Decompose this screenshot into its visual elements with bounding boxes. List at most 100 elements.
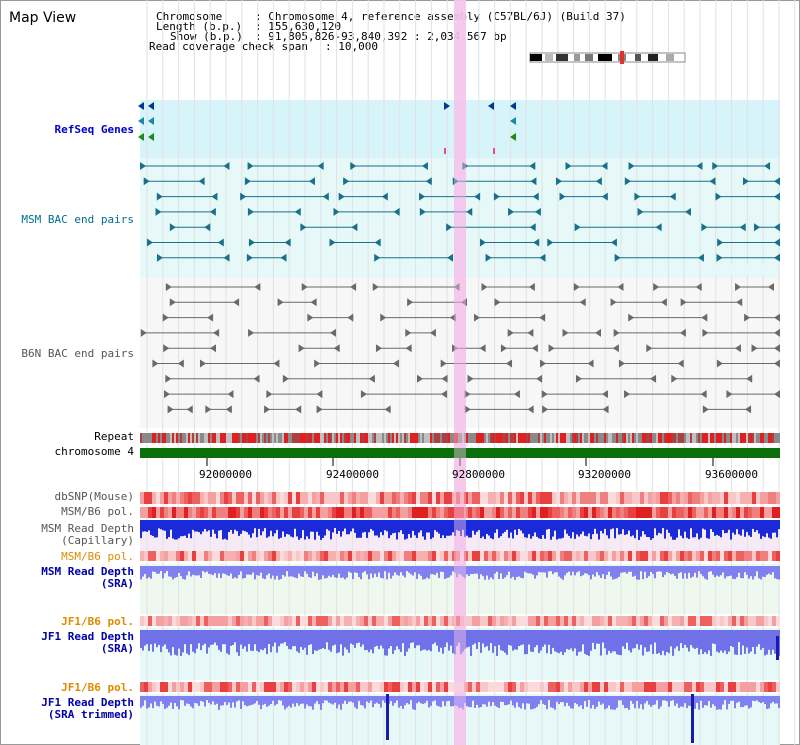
b6n-bac-label[interactable]: B6N BAC end pairs: [21, 347, 134, 360]
msm-sra-depth-bar: [532, 566, 534, 575]
msm-bac-pair-end: [223, 162, 230, 170]
jf1-read-depth-sra-label[interactable]: JF1 Read Depth: [41, 630, 134, 643]
repeat-segment: [604, 433, 606, 443]
b6n-bac-pair-end: [254, 283, 261, 291]
msm-sra-depth-bar: [626, 566, 628, 574]
msm-bac-pair-end: [754, 223, 761, 232]
msm-sra-depth-bar: [672, 566, 674, 574]
jf1-trimmed-depth-bar: [312, 696, 314, 710]
msm-capillary-depth-bar: [514, 520, 516, 530]
dbsnp-cell: [268, 492, 272, 504]
refseq-genes-label[interactable]: RefSeq Genes: [54, 123, 134, 136]
jf1-sra-depth-bar: [666, 630, 668, 653]
msm-sra-depth-bar: [428, 566, 430, 579]
jf1-sra-depth-bar: [478, 630, 480, 643]
repeat-segment: [432, 433, 434, 443]
jf1-pol2-cell: [452, 682, 456, 692]
jf1-pol-cell: [524, 616, 528, 626]
jf1-sra-depth-bar: [586, 630, 588, 655]
msm-b6-pol-label-2[interactable]: MSM/B6 pol.: [61, 550, 134, 563]
msm-pol-cell: [448, 507, 452, 518]
jf1-sra-depth-bar: [468, 630, 470, 647]
msm-capillary-depth-bar: [302, 520, 304, 531]
jf1-pol-cell: [620, 616, 624, 626]
msm-pol-cell: [424, 507, 428, 518]
jf1-trimmed-depth-bar: [234, 696, 236, 708]
msm-pol-cell: [696, 507, 700, 518]
msm-sra-depth-bar: [774, 566, 776, 579]
jf1-sra-depth-bar: [370, 630, 372, 650]
msm-capillary-depth-bar: [752, 520, 754, 529]
jf1-sra-depth-bar: [460, 630, 462, 655]
msm-sra-depth-bar: [224, 566, 226, 574]
msm-pol-cell: [144, 507, 148, 518]
msm-b6-pol-label[interactable]: MSM/B6 pol.: [61, 505, 134, 518]
msm-sra-depth-bar: [236, 566, 238, 579]
repeat-segment: [408, 433, 410, 443]
jf1-pol-cell: [436, 616, 440, 626]
jf1-trimmed-depth-bar: [444, 696, 446, 707]
msm-read-depth-sra-label[interactable]: MSM Read Depth: [41, 565, 134, 578]
msm-capillary-depth-bar: [390, 520, 392, 536]
dbsnp-cell: [664, 492, 668, 504]
jf1-b6-pol-label-2[interactable]: JF1/B6 pol.: [61, 681, 134, 694]
msm-pol2-cell: [756, 551, 760, 561]
jf1-trimmed-depth-bar: [768, 696, 770, 709]
repeat-segment: [172, 433, 174, 443]
msm-capillary-depth-bar: [728, 520, 730, 530]
msm-capillary-depth-bar: [322, 520, 324, 538]
jf1-trimmed-depth-bar: [300, 696, 302, 704]
dbsnp-cell: [192, 492, 196, 504]
jf1-read-depth-trimmed-label[interactable]: JF1 Read Depth: [41, 696, 134, 709]
jf1-trimmed-depth-bar: [464, 696, 466, 704]
b6n-bac-pair-end: [610, 298, 617, 307]
dbsnp-cell: [448, 492, 452, 504]
jf1-sra-depth-bar: [540, 630, 542, 651]
msm-capillary-depth-bar: [570, 520, 572, 539]
msm-capillary-depth-bar: [300, 520, 302, 539]
jf1-sra-depth-bar: [148, 630, 150, 651]
repeat-segment: [342, 433, 344, 443]
b6n-bac-pair-end: [700, 390, 707, 399]
jf1-trimmed-depth-bar: [240, 696, 242, 710]
repeat-segment: [190, 433, 192, 443]
jf1-sra-depth-bar: [184, 630, 186, 645]
msm-read-depth-capillary-label[interactable]: MSM Read Depth: [41, 522, 134, 535]
msm-sra-depth-bar: [742, 566, 744, 579]
jf1-sra-depth-bar: [570, 630, 572, 649]
jf1-sra-depth-bar: [708, 630, 710, 651]
msm-pol-cell: [300, 507, 304, 518]
jf1-sra-depth-bar: [462, 630, 464, 652]
jf1-trimmed-depth-bar: [326, 696, 328, 701]
msm-sra-depth-bar: [216, 566, 218, 578]
msm-capillary-depth-bar: [586, 520, 588, 537]
dbsnp-label[interactable]: dbSNP(Mouse): [54, 490, 134, 503]
msm-pol2-cell: [732, 551, 736, 561]
gene-glyph: [148, 133, 154, 141]
jf1-sra-depth-bar: [444, 630, 446, 648]
dbsnp-cell: [208, 492, 212, 504]
jf1-sra-depth-bar: [376, 630, 378, 646]
msm-sra-depth-bar: [364, 566, 366, 572]
jf1-pol-cell: [544, 616, 548, 626]
msm-bac-label[interactable]: MSM BAC end pairs: [21, 213, 134, 226]
msm-bac-pair-end: [493, 192, 500, 201]
jf1-sra-depth-bar: [210, 630, 212, 645]
msm-capillary-depth-bar: [330, 520, 332, 540]
repeat-segment: [582, 433, 584, 443]
jf1-sra-depth-bar: [240, 630, 242, 645]
jf1-sra-depth-bar: [418, 630, 420, 646]
msm-capillary-depth-bar: [766, 520, 768, 534]
repeat-segment: [336, 433, 338, 443]
msm-pol-cell: [256, 507, 260, 518]
dbsnp-cell: [348, 492, 352, 504]
jf1-b6-pol-label[interactable]: JF1/B6 pol.: [61, 615, 134, 628]
jf1-pol2-cell: [160, 682, 164, 692]
jf1-sra-depth-bar: [160, 630, 162, 653]
repeat-segment: [374, 433, 376, 443]
msm-pol2-cell: [496, 551, 500, 561]
jf1-pol2-cell: [728, 682, 732, 692]
msm-bac-pair-end: [479, 238, 486, 247]
msm-sra-depth-bar: [652, 566, 654, 574]
